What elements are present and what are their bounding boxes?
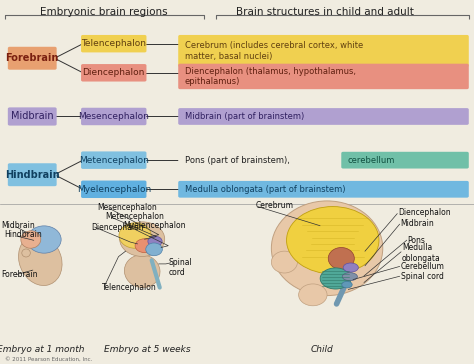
Ellipse shape bbox=[342, 281, 352, 288]
Ellipse shape bbox=[124, 255, 160, 288]
Text: Midbrain: Midbrain bbox=[401, 219, 434, 228]
FancyBboxPatch shape bbox=[8, 163, 57, 186]
Ellipse shape bbox=[135, 239, 154, 253]
Text: Medulla oblongata (part of brainstem): Medulla oblongata (part of brainstem) bbox=[185, 185, 346, 194]
FancyBboxPatch shape bbox=[178, 35, 469, 67]
FancyBboxPatch shape bbox=[81, 181, 146, 198]
Text: Telencephalon: Telencephalon bbox=[81, 39, 146, 48]
Ellipse shape bbox=[148, 236, 162, 246]
Text: Spinal cord: Spinal cord bbox=[401, 272, 443, 281]
FancyBboxPatch shape bbox=[341, 152, 469, 169]
Text: Myelencephalon: Myelencephalon bbox=[123, 221, 186, 230]
Text: Mesencephalon: Mesencephalon bbox=[97, 203, 157, 212]
Text: Diencephalon (thalamus, hypothalamus,
epithalamus): Diencephalon (thalamus, hypothalamus, ep… bbox=[185, 67, 356, 86]
Text: Diencephalon: Diencephalon bbox=[82, 68, 145, 77]
Ellipse shape bbox=[299, 284, 327, 306]
Text: Mesencephalon: Mesencephalon bbox=[78, 112, 149, 121]
Text: Embryo at 5 weeks: Embryo at 5 weeks bbox=[104, 345, 190, 354]
Text: Forebrain: Forebrain bbox=[6, 53, 59, 63]
Ellipse shape bbox=[22, 249, 30, 257]
FancyBboxPatch shape bbox=[8, 47, 57, 70]
Text: Embryonic brain regions: Embryonic brain regions bbox=[40, 7, 168, 17]
Text: © 2011 Pearson Education, Inc.: © 2011 Pearson Education, Inc. bbox=[5, 356, 92, 361]
Text: Midbrain: Midbrain bbox=[11, 111, 54, 122]
FancyBboxPatch shape bbox=[81, 151, 146, 169]
Text: Myelencephalon: Myelencephalon bbox=[77, 185, 151, 194]
Ellipse shape bbox=[286, 206, 379, 274]
Text: Metencephalon: Metencephalon bbox=[79, 156, 149, 165]
FancyBboxPatch shape bbox=[81, 35, 146, 52]
Ellipse shape bbox=[328, 248, 355, 269]
Ellipse shape bbox=[320, 268, 351, 289]
Ellipse shape bbox=[271, 251, 298, 273]
Text: Brain structures in child and adult: Brain structures in child and adult bbox=[236, 7, 414, 17]
Text: Spinal
cord: Spinal cord bbox=[168, 258, 192, 277]
Text: Cerebellum: Cerebellum bbox=[401, 262, 445, 271]
Text: Forebrain: Forebrain bbox=[1, 270, 37, 279]
FancyBboxPatch shape bbox=[81, 108, 146, 125]
Text: Cerebrum: Cerebrum bbox=[256, 201, 294, 210]
Ellipse shape bbox=[21, 231, 41, 248]
FancyBboxPatch shape bbox=[178, 152, 343, 169]
Text: Cerebrum (includes cerebral cortex, white
matter, basal nuclei): Cerebrum (includes cerebral cortex, whit… bbox=[185, 41, 363, 61]
Ellipse shape bbox=[342, 273, 357, 281]
Text: Diencephalon: Diencephalon bbox=[91, 223, 144, 232]
FancyBboxPatch shape bbox=[178, 108, 469, 125]
Ellipse shape bbox=[18, 235, 62, 285]
Text: Hindbrain: Hindbrain bbox=[4, 230, 42, 239]
Text: Telencephalon: Telencephalon bbox=[102, 283, 157, 292]
FancyBboxPatch shape bbox=[8, 107, 57, 126]
Ellipse shape bbox=[27, 226, 61, 253]
Text: Pons: Pons bbox=[408, 236, 426, 245]
Ellipse shape bbox=[119, 223, 151, 248]
FancyBboxPatch shape bbox=[81, 64, 146, 82]
FancyBboxPatch shape bbox=[178, 64, 469, 89]
Text: Midbrain (part of brainstem): Midbrain (part of brainstem) bbox=[185, 112, 304, 121]
Ellipse shape bbox=[271, 201, 383, 296]
Text: Pons (part of brainstem),: Pons (part of brainstem), bbox=[185, 156, 290, 165]
Text: Embryo at 1 month: Embryo at 1 month bbox=[0, 345, 84, 354]
Text: Hindbrain: Hindbrain bbox=[5, 170, 60, 180]
Ellipse shape bbox=[146, 243, 162, 256]
Ellipse shape bbox=[343, 263, 358, 272]
Text: Midbrain: Midbrain bbox=[1, 221, 35, 230]
Text: Child: Child bbox=[311, 345, 334, 354]
Text: Medulla
oblongata: Medulla oblongata bbox=[402, 243, 441, 263]
Text: Diencephalon: Diencephalon bbox=[398, 209, 451, 217]
Text: Metencephalon: Metencephalon bbox=[105, 212, 164, 221]
FancyBboxPatch shape bbox=[178, 181, 469, 198]
Ellipse shape bbox=[119, 222, 164, 256]
Text: cerebellum: cerebellum bbox=[348, 156, 395, 165]
